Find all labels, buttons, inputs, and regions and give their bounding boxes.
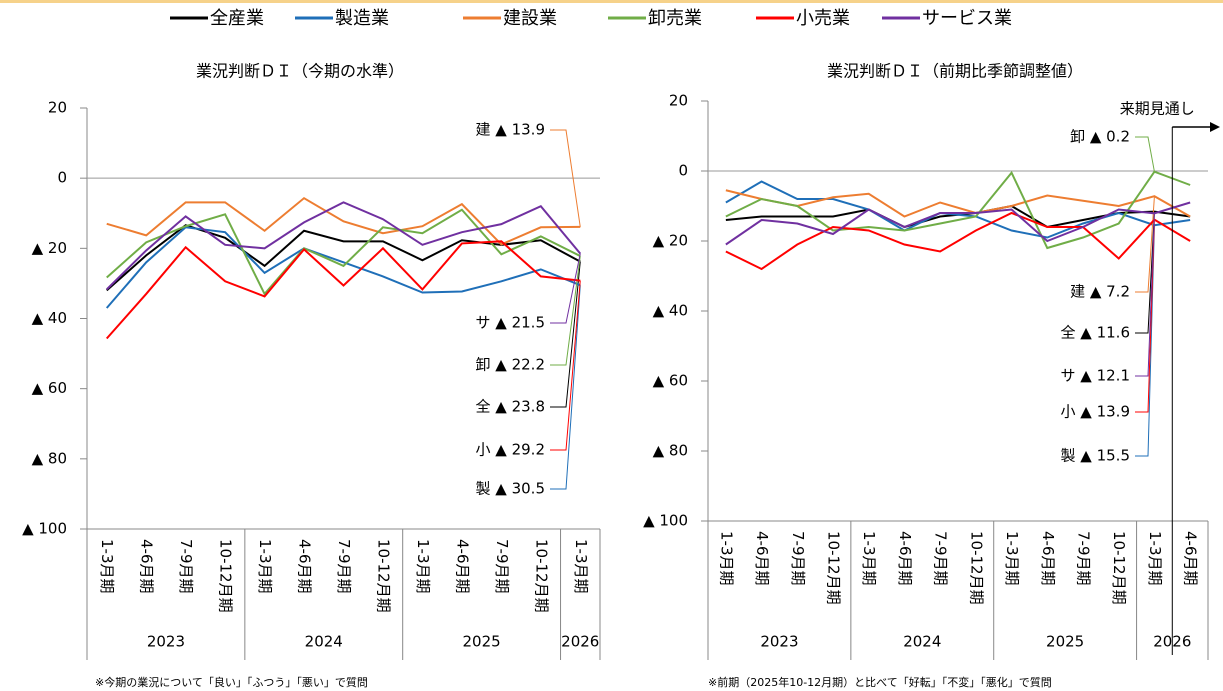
y-tick-label: ▲ 60 bbox=[32, 379, 67, 397]
y-tick-label: 20 bbox=[48, 99, 67, 117]
footnote: ※前期（2025年10-12月期）と比べて「好転」「不変」「悪化」で質問 bbox=[708, 675, 1052, 689]
x-tick-label: 4-6月期 bbox=[1182, 531, 1200, 586]
series-line bbox=[725, 201, 1191, 246]
leader-line bbox=[550, 285, 581, 490]
value-label: 卸 ▲ 0.2 bbox=[1070, 128, 1130, 146]
x-group-label: 2024 bbox=[305, 633, 343, 651]
value-label: 製 ▲ 30.5 bbox=[476, 480, 545, 498]
leader-line bbox=[1135, 225, 1155, 457]
y-tick-label: ▲ 20 bbox=[653, 232, 688, 250]
footnote: ※今期の業況について「良い」「ふつう」「悪い」で質問 bbox=[95, 675, 368, 689]
x-group-label: 2023 bbox=[147, 633, 185, 651]
x-tick-label: 4-6月期 bbox=[753, 531, 771, 586]
x-tick-label: 10-12月期 bbox=[825, 531, 843, 605]
series-line bbox=[105, 226, 581, 309]
x-group-label: 2025 bbox=[1046, 633, 1084, 651]
x-tick-label: 1-3月期 bbox=[98, 539, 116, 594]
leader-line bbox=[1135, 196, 1155, 293]
chart-title: 業況判断ＤＩ（今期の水準） bbox=[196, 62, 404, 81]
series-line bbox=[106, 208, 581, 296]
series-line bbox=[725, 211, 1191, 271]
series-line bbox=[725, 189, 1191, 218]
y-tick-label: ▲ 20 bbox=[32, 239, 67, 257]
value-label: 全 ▲ 23.8 bbox=[476, 398, 545, 416]
y-tick-label: 0 bbox=[57, 169, 67, 187]
series-line bbox=[725, 180, 1191, 239]
leader-line bbox=[1135, 211, 1155, 334]
arrow-head bbox=[1210, 122, 1220, 132]
y-tick-label: 0 bbox=[678, 162, 688, 180]
x-group-label: 2023 bbox=[760, 633, 798, 651]
value-label: 小 ▲ 29.2 bbox=[476, 441, 545, 459]
x-tick-label: 7-9月期 bbox=[789, 531, 807, 586]
x-tick-label: 4-6月期 bbox=[896, 531, 914, 586]
value-label: サ ▲ 21.5 bbox=[476, 314, 545, 332]
leader-line bbox=[550, 129, 581, 228]
series-line bbox=[105, 240, 581, 340]
series-line bbox=[106, 201, 582, 291]
y-tick-label: ▲ 80 bbox=[32, 449, 67, 467]
x-tick-label: 7-9月期 bbox=[493, 539, 511, 594]
x-tick-label: 4-6月期 bbox=[1039, 531, 1057, 586]
series-line bbox=[106, 196, 581, 246]
legend-label: 全産業 bbox=[210, 8, 264, 29]
x-group-label: 2026 bbox=[561, 633, 599, 651]
x-tick-label: 7-9月期 bbox=[1075, 531, 1093, 586]
x-tick-label: 4-6月期 bbox=[453, 539, 471, 594]
top-strip bbox=[0, 0, 1223, 3]
series-line bbox=[725, 170, 1191, 250]
x-tick-label: 10-12月期 bbox=[967, 531, 985, 605]
value-label: 卸 ▲ 22.2 bbox=[476, 356, 545, 374]
value-label: 建 ▲ 13.9 bbox=[476, 121, 545, 139]
x-tick-label: 7-9月期 bbox=[177, 539, 195, 594]
x-group-label: 2025 bbox=[463, 633, 501, 651]
y-tick-label: ▲ 60 bbox=[653, 372, 688, 390]
x-tick-label: 1-3月期 bbox=[860, 531, 878, 586]
value-label: 製 ▲ 15.5 bbox=[1061, 447, 1130, 465]
legend-label: サービス業 bbox=[922, 8, 1012, 29]
y-tick-label: ▲ 40 bbox=[653, 302, 688, 320]
x-tick-label: 1-3月期 bbox=[256, 539, 274, 594]
x-tick-label: 10-12月期 bbox=[217, 539, 235, 613]
chart-title: 業況判断ＤＩ（前期比季節調整値） bbox=[827, 62, 1083, 81]
y-tick-label: ▲ 100 bbox=[22, 520, 67, 538]
leader-line bbox=[550, 253, 581, 324]
x-group-label: 2024 bbox=[903, 633, 941, 651]
legend-label: 建設業 bbox=[503, 8, 557, 29]
x-tick-label: 4-6月期 bbox=[138, 539, 156, 594]
legend-label: 小売業 bbox=[796, 8, 850, 29]
x-tick-label: 1-3月期 bbox=[1003, 531, 1021, 586]
legend-label: 製造業 bbox=[335, 8, 389, 29]
leader-line bbox=[1135, 136, 1155, 172]
leader-line bbox=[550, 280, 581, 451]
x-tick-label: 7-9月期 bbox=[932, 531, 950, 586]
x-tick-label: 1-3月期 bbox=[414, 539, 432, 594]
x-tick-label: 10-12月期 bbox=[374, 539, 392, 613]
value-label: 小 ▲ 13.9 bbox=[1061, 403, 1130, 421]
leader-line bbox=[1135, 213, 1155, 377]
value-label: 全 ▲ 11.6 bbox=[1061, 324, 1130, 342]
y-tick-label: ▲ 40 bbox=[32, 309, 67, 327]
annotation: 来期見通し bbox=[1120, 100, 1195, 118]
leader-line bbox=[550, 261, 581, 408]
leader-line bbox=[550, 255, 581, 366]
x-tick-label: 7-9月期 bbox=[335, 539, 353, 594]
x-tick-label: 1-3月期 bbox=[572, 539, 590, 594]
x-tick-label: 1-3月期 bbox=[717, 531, 735, 586]
x-tick-label: 10-12月期 bbox=[532, 539, 550, 613]
value-label: 建 ▲ 7.2 bbox=[1070, 283, 1130, 301]
y-tick-label: 20 bbox=[669, 92, 688, 110]
x-tick-label: 1-3月期 bbox=[1146, 531, 1164, 586]
leader-line bbox=[1135, 219, 1155, 413]
y-tick-label: ▲ 80 bbox=[653, 442, 688, 460]
value-label: サ ▲ 12.1 bbox=[1061, 367, 1130, 385]
x-tick-label: 10-12月期 bbox=[1110, 531, 1128, 605]
x-tick-label: 4-6月期 bbox=[296, 539, 314, 594]
y-tick-label: ▲ 100 bbox=[643, 512, 688, 530]
legend-label: 卸売業 bbox=[648, 8, 702, 29]
